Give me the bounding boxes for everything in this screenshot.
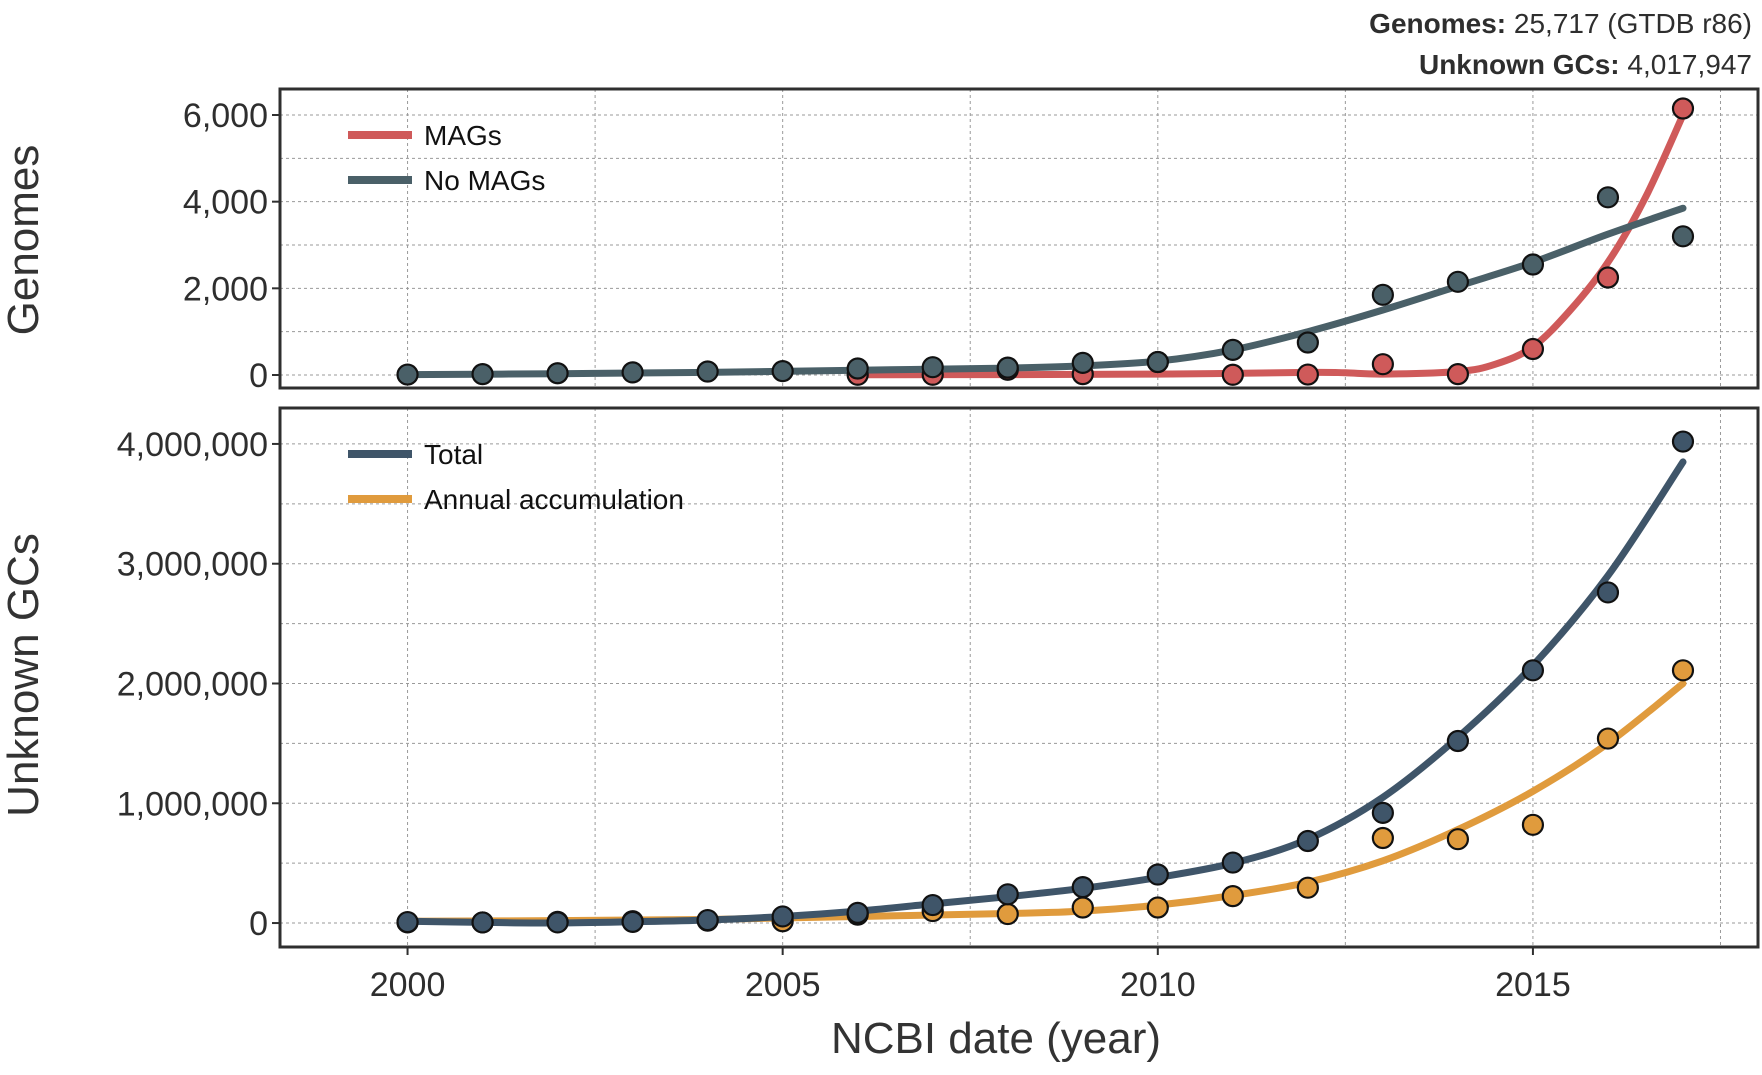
- genomes-y-tick-label: 4,000: [183, 184, 268, 222]
- unknown-gcs-y-tick-label: 3,000,000: [117, 546, 268, 584]
- mags-point: [1671, 97, 1695, 120]
- genomes-frame: [278, 87, 1760, 390]
- total-point: [546, 911, 569, 934]
- annual-accumulation-point: [1071, 896, 1094, 919]
- unknown-gcs-y-tick-label: 0: [249, 905, 268, 943]
- genomes-y-tick-label: 6,000: [183, 97, 268, 135]
- annual-accumulation-point: [1446, 828, 1469, 851]
- x-tick-label: 2000: [370, 966, 446, 1004]
- no-mags-point: [1296, 331, 1319, 354]
- total-point: [1446, 729, 1469, 753]
- no-mags-point: [1671, 225, 1695, 248]
- legend-mags-label: MAGs: [424, 120, 502, 151]
- mags-point: [1446, 363, 1469, 386]
- mags-point: [1371, 353, 1394, 376]
- x-tick-label: 2010: [1120, 966, 1196, 1004]
- mags-point: [1596, 266, 1620, 289]
- total-point: [1296, 829, 1319, 853]
- mags-point: [1296, 363, 1319, 386]
- total-point: [1671, 430, 1695, 453]
- legend-total-label: Total: [424, 439, 483, 470]
- annual-accumulation-point: [1146, 896, 1169, 919]
- no-mags-point: [921, 356, 944, 379]
- mags-point: [1521, 337, 1545, 361]
- annual-accumulation-point: [1296, 876, 1319, 899]
- total-point: [621, 910, 644, 933]
- no-mags-point: [621, 361, 644, 384]
- no-mags-fit-line: [404, 204, 1687, 379]
- no-mags-point: [1371, 283, 1394, 306]
- no-mags-point: [1071, 351, 1094, 374]
- total-point: [1521, 659, 1545, 682]
- total-fit-line: [404, 458, 1687, 927]
- x-axis-title: NCBI date (year): [831, 1014, 1161, 1063]
- no-mags-point: [471, 363, 494, 386]
- legend-annual-accumulation-label: Annual accumulation: [424, 484, 684, 515]
- genomes-y-axis-title: Genomes: [0, 145, 48, 336]
- annual-accumulation-point: [1371, 826, 1394, 850]
- total-point: [1071, 876, 1094, 899]
- total-point: [846, 901, 869, 924]
- header-genomes-label: Genomes:: [1369, 8, 1506, 39]
- no-mags-point: [1521, 253, 1545, 276]
- x-tick-label: 2015: [1495, 966, 1571, 1004]
- header-unknown: Unknown GCs: 4,017,947: [1419, 49, 1752, 80]
- total-point: [1371, 801, 1394, 824]
- header-genomes: Genomes: 25,717 (GTDB r86): [1369, 8, 1752, 39]
- total-point: [1596, 581, 1620, 604]
- total-point: [771, 905, 794, 928]
- no-mags-point: [1596, 186, 1620, 209]
- total-point: [471, 911, 494, 934]
- unknown-gcs-y-tick-label: 1,000,000: [117, 785, 268, 823]
- no-mags-point: [696, 360, 719, 383]
- annual-accumulation-point: [1596, 727, 1620, 750]
- unknown-gcs-y-axis-title: Unknown GCs: [0, 533, 48, 817]
- header-unknown-label: Unknown GCs:: [1419, 49, 1620, 80]
- unknown-gcs-panel: 0 1,000,000 2,000,000 3,000,000 4,000,000 200…: [117, 406, 1760, 1004]
- no-mags-point: [771, 360, 794, 383]
- genomes-panel: 0 2,000 4,000 6,000 MAGs No MAGs: [183, 87, 1760, 395]
- no-mags-point: [846, 357, 869, 380]
- genomes-y-tick-label: 0: [249, 357, 268, 395]
- annual-accumulation-fit-line: [404, 680, 1687, 925]
- total-point: [1146, 863, 1169, 886]
- genomes-y-tick-label: 2,000: [183, 270, 268, 308]
- mags-point: [1221, 363, 1244, 386]
- unknown-gcs-frame: [278, 406, 1760, 949]
- total-point: [696, 908, 719, 932]
- total-point: [396, 910, 419, 934]
- unknown-gcs-y-tick-label: 4,000,000: [117, 426, 268, 464]
- annual-accumulation-point: [996, 902, 1019, 926]
- total-point: [921, 893, 944, 917]
- no-mags-point: [1221, 338, 1244, 361]
- annual-accumulation-point: [1221, 884, 1244, 908]
- legend-no-mags-label: No MAGs: [424, 165, 545, 196]
- total-point: [996, 883, 1019, 906]
- header-genomes-value: 25,717 (GTDB r86): [1514, 8, 1752, 39]
- no-mags-point: [1446, 270, 1469, 293]
- unknown-gcs-y-tick-label: 2,000,000: [117, 665, 268, 703]
- x-tick-label: 2005: [745, 966, 821, 1004]
- no-mags-point: [396, 363, 419, 386]
- header-unknown-value: 4,017,947: [1627, 49, 1752, 80]
- annual-accumulation-point: [1671, 659, 1695, 682]
- annual-accumulation-point: [1521, 813, 1545, 836]
- no-mags-point: [996, 356, 1019, 379]
- no-mags-point: [1146, 350, 1169, 374]
- no-mags-point: [546, 362, 569, 385]
- total-point: [1221, 851, 1244, 874]
